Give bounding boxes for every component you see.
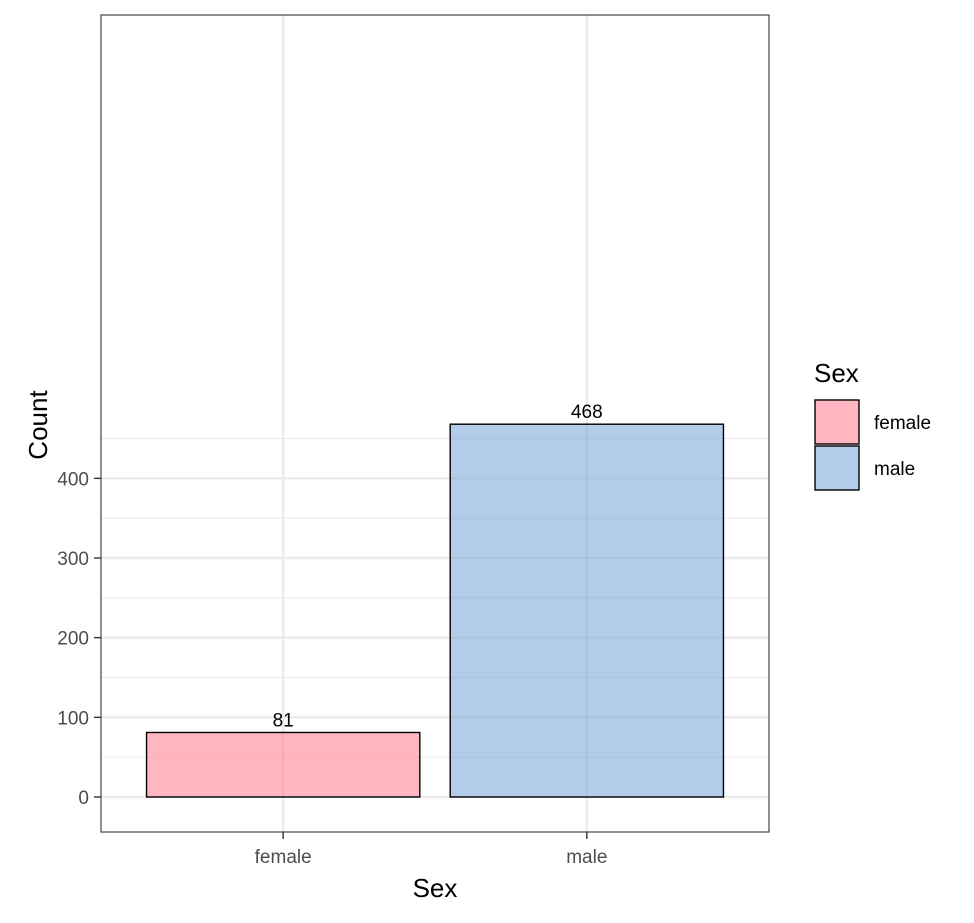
y-tick-label: 100 — [57, 708, 89, 729]
bar-female — [145, 731, 421, 798]
y-axis-title: Count — [23, 390, 53, 460]
y-tick-label: 300 — [57, 549, 89, 570]
data-label-male: 468 — [571, 402, 603, 423]
y-axis: 0 100 200 300 400 — [57, 469, 101, 809]
x-tick-label-female: female — [255, 847, 312, 868]
data-labels: 81 468 — [273, 402, 603, 731]
x-axis-title: Sex — [413, 873, 458, 903]
data-label-female: 81 — [273, 710, 294, 731]
bars — [145, 423, 725, 798]
x-axis: female male — [255, 832, 607, 868]
legend-label-male: male — [874, 459, 915, 480]
legend-items: female male — [814, 399, 931, 491]
legend-label-female: female — [874, 413, 931, 434]
legend-swatch-male — [814, 445, 860, 491]
y-tick-label: 200 — [57, 629, 89, 650]
y-tick-label: 0 — [78, 788, 89, 809]
legend-title: Sex — [814, 358, 859, 388]
x-tick-label-male: male — [566, 847, 607, 868]
bar-male — [449, 423, 725, 798]
panel-border — [100, 14, 770, 833]
legend: Sex female male — [814, 358, 931, 491]
legend-swatch-female — [814, 399, 860, 445]
y-tick-label: 400 — [57, 469, 89, 490]
